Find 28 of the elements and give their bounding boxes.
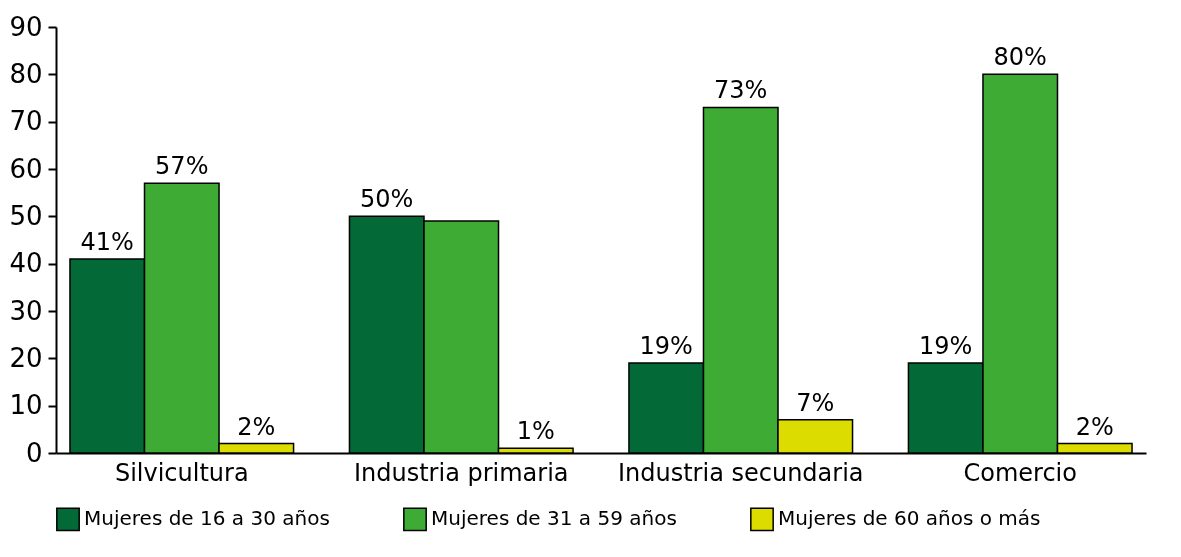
data-label: 80% bbox=[993, 43, 1047, 72]
legend-label: Mujeres de 60 años o más bbox=[778, 506, 1041, 531]
y-tick-label: 50 bbox=[9, 200, 43, 231]
data-label: 41% bbox=[80, 227, 134, 256]
y-tick-label: 80 bbox=[9, 58, 43, 89]
x-tick-label: Comercio bbox=[963, 458, 1077, 487]
y-tick-label: 30 bbox=[9, 295, 43, 326]
data-label: 19% bbox=[919, 332, 973, 361]
data-label: 2% bbox=[237, 412, 276, 441]
x-tick-label: Silvicultura bbox=[114, 458, 249, 487]
data-label: 57% bbox=[155, 152, 209, 181]
legend-label: Mujeres de 16 a 30 años bbox=[84, 506, 330, 531]
x-tick-label: Industria primaria bbox=[353, 458, 569, 487]
x-tick-label: Industria secundaria bbox=[617, 458, 864, 487]
y-tick-label: 90 bbox=[9, 11, 43, 42]
y-tick-label: 40 bbox=[9, 248, 43, 279]
y-tick-label: 60 bbox=[9, 153, 43, 184]
data-label: 1% bbox=[516, 417, 555, 446]
y-tick-label: 70 bbox=[9, 106, 43, 137]
y-tick-label: 0 bbox=[25, 437, 43, 468]
y-tick-label: 20 bbox=[9, 342, 43, 373]
y-tick-label: 10 bbox=[9, 390, 43, 421]
data-label: 2% bbox=[1075, 412, 1114, 441]
data-label: 19% bbox=[639, 332, 693, 361]
data-label: 50% bbox=[360, 185, 414, 214]
data-label: 7% bbox=[796, 388, 835, 417]
data-label: 73% bbox=[714, 76, 768, 105]
legend-label: Mujeres de 31 a 59 años bbox=[431, 506, 677, 531]
